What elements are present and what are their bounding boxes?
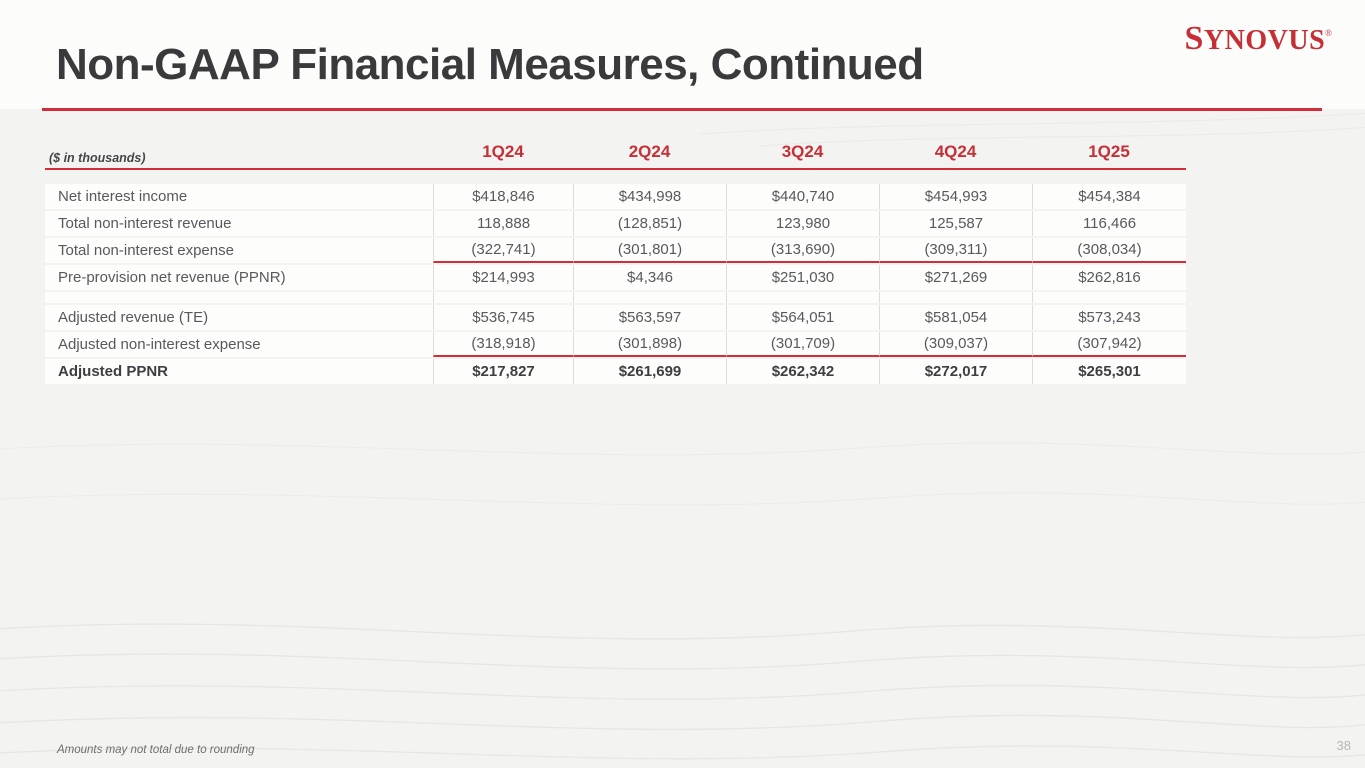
value-cell: (301,709) xyxy=(726,332,879,357)
row-label: Pre-provision net revenue (PPNR) xyxy=(58,269,286,286)
table-row: Total non-interest expense (322,741) (301,… xyxy=(45,238,1186,263)
row-label: Total non-interest expense xyxy=(58,242,234,259)
value-cell: $262,816 xyxy=(1032,265,1186,290)
value-cell: $271,269 xyxy=(879,265,1032,290)
financial-table: ($ in thousands) 1Q24 2Q24 3Q24 4Q24 1Q25 Ne… xyxy=(45,138,1186,386)
value-cell: $272,017 xyxy=(879,359,1032,384)
value-cell: 118,888 xyxy=(433,211,573,236)
value-cell: $454,993 xyxy=(879,184,1032,209)
value-cell: (318,918) xyxy=(433,332,573,357)
footnote: Amounts may not total due to rounding xyxy=(57,744,255,756)
column-header-4q24: 4Q24 xyxy=(934,142,977,161)
units-label: ($ in thousands) xyxy=(49,151,146,165)
value-cell: (301,898) xyxy=(573,332,726,357)
value-cell: (308,034) xyxy=(1032,238,1186,263)
value-cell: (313,690) xyxy=(726,238,879,263)
table-body: Net interest income $418,846 $434,998 $440,… xyxy=(45,184,1186,384)
column-header-1q25: 1Q25 xyxy=(1088,142,1130,161)
value-cell: (128,851) xyxy=(573,211,726,236)
column-header-1q24: 1Q24 xyxy=(482,142,524,161)
value-cell: $265,301 xyxy=(1032,359,1186,384)
table-header-row: ($ in thousands) 1Q24 2Q24 3Q24 4Q24 1Q25 xyxy=(45,138,1186,170)
value-cell: $564,051 xyxy=(726,305,879,330)
value-cell: $261,699 xyxy=(573,359,726,384)
value-cell: (307,942) xyxy=(1032,332,1186,357)
value-cell: $440,740 xyxy=(726,184,879,209)
value-cell: (309,037) xyxy=(879,332,1032,357)
value-cell: $581,054 xyxy=(879,305,1032,330)
title-underline-rule xyxy=(42,108,1322,111)
spacer-row xyxy=(45,292,1186,303)
table-row: Pre-provision net revenue (PPNR) $214,993… xyxy=(45,265,1186,290)
table-row: Net interest income $418,846 $434,998 $440,… xyxy=(45,184,1186,209)
page-title: Non-GAAP Financial Measures, Continued xyxy=(56,40,924,89)
value-cell: $454,384 xyxy=(1032,184,1186,209)
value-cell: $251,030 xyxy=(726,265,879,290)
row-label: Net interest income xyxy=(58,188,188,205)
page-number: 38 xyxy=(1336,738,1351,753)
value-cell: $434,998 xyxy=(573,184,726,209)
row-label: Total non-interest revenue xyxy=(58,215,232,232)
value-cell: 123,980 xyxy=(726,211,879,236)
row-label: Adjusted PPNR xyxy=(58,363,169,380)
synovus-logo: SYNOVUS® xyxy=(1185,20,1333,58)
value-cell: $536,745 xyxy=(433,305,573,330)
value-cell: $217,827 xyxy=(433,359,573,384)
registered-trademark-symbol: ® xyxy=(1325,28,1332,38)
value-cell: (309,311) xyxy=(879,238,1032,263)
value-cell: (322,741) xyxy=(433,238,573,263)
value-cell: $573,243 xyxy=(1032,305,1186,330)
row-label: Adjusted revenue (TE) xyxy=(58,309,209,326)
column-header-3q24: 3Q24 xyxy=(781,142,824,161)
value-cell: (301,801) xyxy=(573,238,726,263)
value-cell: $214,993 xyxy=(433,265,573,290)
table-row: Adjusted non-interest expense (318,918) (3… xyxy=(45,332,1186,357)
value-cell: 125,587 xyxy=(879,211,1032,236)
value-cell: 116,466 xyxy=(1032,211,1186,236)
value-cell: $418,846 xyxy=(433,184,573,209)
synovus-logo-text: SYNOVUS xyxy=(1184,20,1326,57)
value-cell: $4,346 xyxy=(573,265,726,290)
value-cell: $563,597 xyxy=(573,305,726,330)
table-row: Total non-interest revenue 118,888 (128,85… xyxy=(45,211,1186,236)
table-row: Adjusted PPNR $217,827 $261,699 $262,342 $27… xyxy=(45,359,1186,384)
table-row: Adjusted revenue (TE) $536,745 $563,597 $56… xyxy=(45,305,1186,330)
row-label: Adjusted non-interest expense xyxy=(58,336,261,353)
column-header-2q24: 2Q24 xyxy=(628,142,671,161)
value-cell: $262,342 xyxy=(726,359,879,384)
